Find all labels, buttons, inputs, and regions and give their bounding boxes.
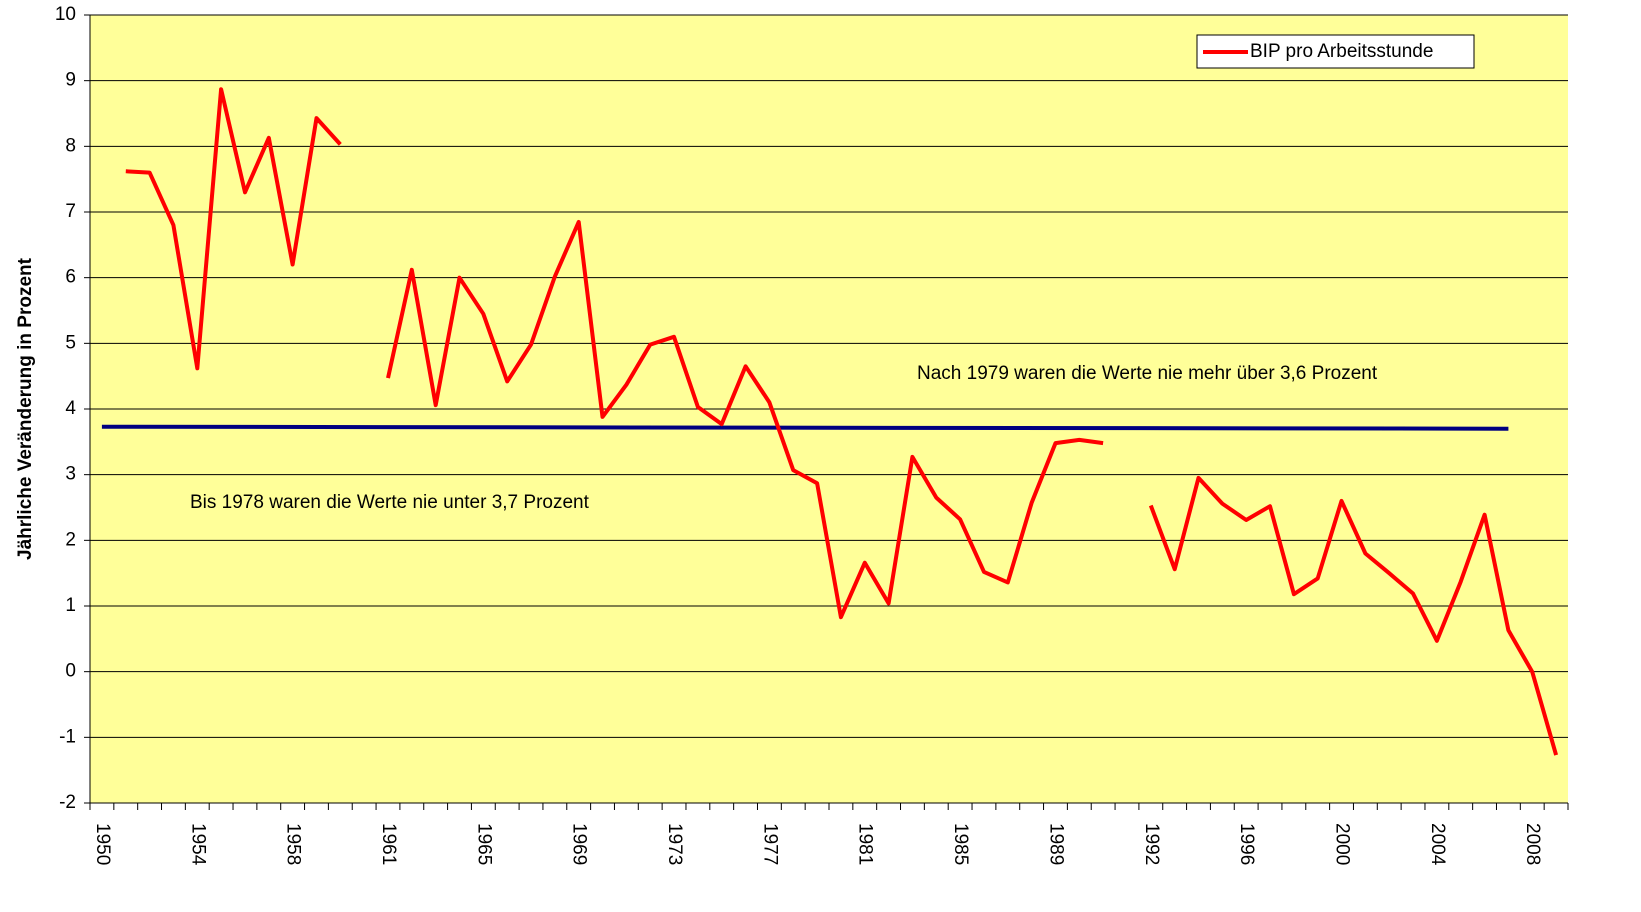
y-tick-label: 9 [65, 70, 76, 91]
y-tick-label: 1 [65, 595, 76, 616]
x-tick-label: 1961 [378, 823, 399, 865]
y-tick-label: 7 [65, 201, 76, 222]
x-tick-label: 2000 [1332, 823, 1353, 865]
y-axis-label: Jährliche Veränderung in Prozent [15, 257, 36, 560]
x-tick-label: 2008 [1522, 823, 1543, 865]
reference-line [101, 424, 1509, 431]
x-tick-label: 1969 [569, 823, 590, 865]
annotation: Nach 1979 waren die Werte nie mehr über … [917, 363, 1378, 384]
x-tick-label: 1965 [473, 823, 494, 865]
x-tick-label: 1977 [759, 823, 780, 865]
x-tick-label: 1985 [950, 823, 971, 865]
x-tick-label: 1954 [187, 823, 208, 866]
x-tick-label: 1992 [1141, 823, 1162, 865]
y-tick-label: 4 [65, 398, 76, 419]
y-tick-label: 5 [65, 332, 76, 353]
x-tick-label: 1950 [92, 823, 113, 865]
y-tick-label: 6 [65, 267, 76, 288]
y-tick-label: -1 [59, 726, 76, 747]
y-tick-label: 10 [55, 4, 76, 25]
y-tick-label: -2 [59, 792, 76, 813]
legend: BIP pro Arbeitsstunde [1196, 34, 1475, 69]
x-tick-label: 1989 [1045, 823, 1066, 865]
annotation: Bis 1978 waren die Werte nie unter 3,7 P… [190, 492, 590, 513]
y-tick-label: 8 [65, 135, 76, 156]
x-tick-label: 1973 [664, 823, 685, 865]
legend-label: BIP pro Arbeitsstunde [1250, 41, 1433, 62]
x-tick-label: 1981 [855, 823, 876, 865]
x-tick-label: 1996 [1236, 823, 1257, 865]
y-tick-label: 3 [65, 464, 76, 485]
data-line [125, 87, 1559, 756]
x-tick-label: 1958 [283, 823, 304, 865]
y-tick-label: 2 [65, 529, 76, 550]
x-tick-label: 2004 [1427, 823, 1448, 866]
y-tick-label: 0 [65, 661, 76, 682]
